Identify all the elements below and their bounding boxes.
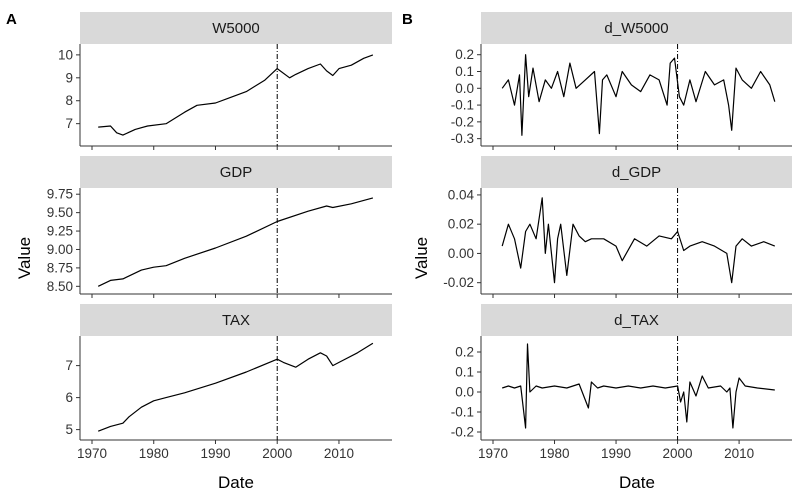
facet-tax: TAX 5 6 7 1970 1980 1990 2000 2010 <box>65 304 392 461</box>
y-axis-title-left: Value <box>15 237 34 279</box>
y-tick-label: -0.3 <box>451 131 474 146</box>
series-line-d-tax <box>502 343 775 429</box>
y-tick-label: 0.00 <box>448 246 474 261</box>
y-tick-label: -0.2 <box>451 114 474 129</box>
y-axis-title-right: Value <box>412 237 431 279</box>
facet-strip <box>80 12 392 44</box>
series-line-d-gdp <box>501 197 776 284</box>
facet-strip-label: W5000 <box>212 20 260 37</box>
facet-strip <box>481 156 792 188</box>
x-axis-title-right: Date <box>619 473 655 492</box>
y-tick-label: 0.02 <box>448 217 474 232</box>
x-tick-label: 2000 <box>663 446 693 461</box>
facet-d-tax: d_TAX -0.2 -0.1 0.0 0.1 0.2 1970 1980 1990 2000 20… <box>451 304 792 461</box>
facet-strip-label: d_TAX <box>614 312 659 329</box>
facet-w5000: W5000 7 8 9 10 <box>58 12 392 150</box>
facet-d-w5000: d_W5000 -0.3 -0.2-0.1 0.0 0.1 0.2 <box>451 12 792 150</box>
y-tick-label: 10 <box>58 47 73 62</box>
series-line-d-w5000 <box>501 54 776 136</box>
y-tick-label: 9.00 <box>47 242 73 257</box>
y-tick-label: 0.0 <box>455 385 474 400</box>
y-tick-label: 7 <box>65 358 73 373</box>
y-tick-label: 9.75 <box>47 187 73 202</box>
y-tick-label: -0.02 <box>443 275 474 290</box>
y-tick-label: 6 <box>65 390 73 405</box>
facet-d-gdp: d_GDP -0.02 0.00 0.02 0.04 <box>443 156 792 298</box>
facet-strip <box>481 12 792 44</box>
y-tick-label: 0.1 <box>455 64 474 79</box>
x-tick-label: 1970 <box>478 446 508 461</box>
series-line-w5000 <box>98 54 374 136</box>
x-tick-label: 1990 <box>200 446 230 461</box>
y-tick-label: -0.1 <box>451 405 474 420</box>
y-tick-label: 8.50 <box>47 279 73 294</box>
x-tick-label: 2010 <box>724 446 754 461</box>
facet-strip-label: d_W5000 <box>604 20 668 37</box>
y-tick-label: 0.2 <box>455 345 474 360</box>
facet-gdp: GDP 8.50 8.75 9.00 9.25 9.50 9.75 <box>47 156 392 298</box>
series-line-gdp <box>97 197 374 287</box>
panel-label-b: B <box>402 11 413 28</box>
facet-strip-label: TAX <box>222 312 250 329</box>
x-tick-label: 1970 <box>77 446 107 461</box>
y-tick-label: 8 <box>65 93 73 108</box>
y-tick-label: 9.50 <box>47 205 73 220</box>
x-tick-label: 2010 <box>324 446 354 461</box>
panels: W5000 7 8 9 10 GDP 8.50 8.75 9.00 9.25 9.50 9.75 TAX… <box>47 12 792 461</box>
series-line-tax <box>97 342 374 432</box>
facet-strip <box>481 304 792 336</box>
y-tick-label: -0.2 <box>451 425 474 440</box>
facet-strip <box>80 156 392 188</box>
facet-strip-label: GDP <box>220 164 253 181</box>
y-tick-label: 0.04 <box>448 187 475 202</box>
y-tick-label: 7 <box>65 116 73 131</box>
y-tick-label: 5 <box>65 422 73 437</box>
facet-strip <box>80 304 392 336</box>
x-axis-title-left: Date <box>218 473 254 492</box>
y-tick-label: 0.2 <box>455 47 474 62</box>
x-tick-label: 1980 <box>139 446 169 461</box>
x-tick-label: 1990 <box>601 446 631 461</box>
facet-strip-label: d_GDP <box>612 164 661 181</box>
y-tick-label: -0.1 <box>451 98 474 113</box>
panel-label-a: A <box>6 11 17 28</box>
y-tick-label: 0.1 <box>455 365 474 380</box>
y-tick-label: 9.25 <box>47 224 73 239</box>
x-tick-label: 2000 <box>262 446 292 461</box>
x-tick-label: 1980 <box>539 446 569 461</box>
y-tick-label: 9 <box>65 70 73 85</box>
y-tick-label: 8.75 <box>47 260 73 275</box>
y-tick-label: 0.0 <box>455 81 474 96</box>
